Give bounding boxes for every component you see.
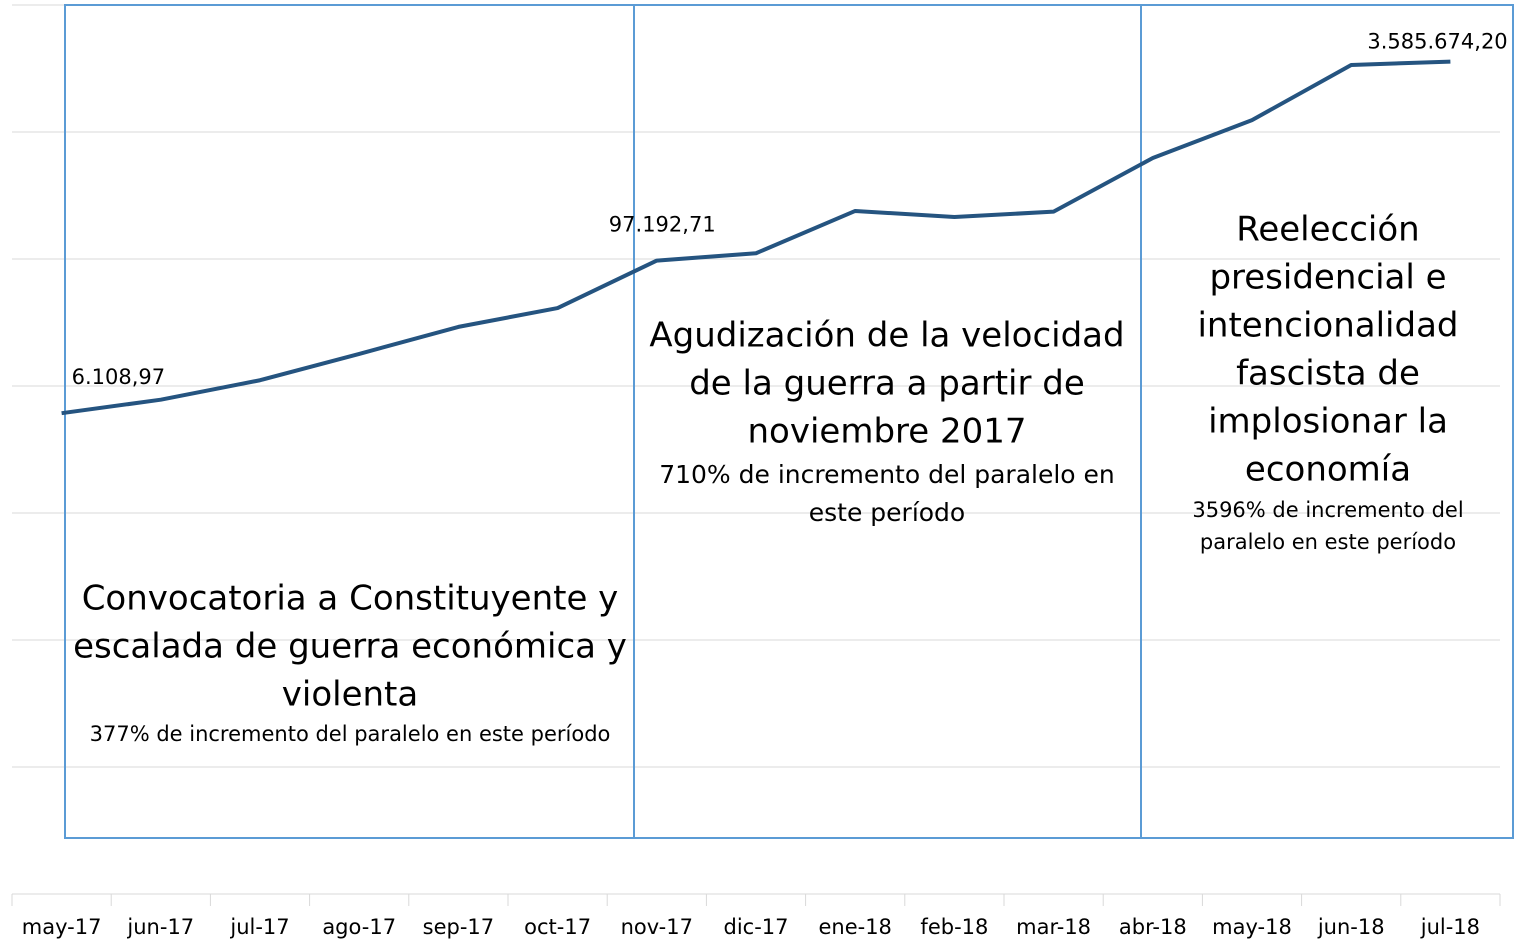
annotation-title: escalada de guerra económica y [73, 627, 627, 667]
annotation-note: este período [809, 498, 965, 527]
x-tick-label: nov-17 [621, 915, 693, 939]
annotation-title: intencionalidad [1197, 306, 1458, 346]
x-tick-label: may-17 [22, 915, 102, 939]
annotation-note: 377% de incremento del paralelo en este … [90, 722, 611, 746]
x-tick-label: jun-17 [126, 915, 194, 939]
x-tick-label: jul-18 [1420, 915, 1480, 939]
annotation-title: Convocatoria a Constituyente y [82, 579, 619, 619]
x-tick-label: jun-18 [1317, 915, 1385, 939]
x-tick-label: ago-17 [322, 915, 396, 939]
annotation-note: 3596% de incremento del [1192, 498, 1463, 522]
x-tick-label: jul-17 [229, 915, 289, 939]
x-tick-label: may-18 [1212, 915, 1292, 939]
x-tick-label: sep-17 [423, 915, 495, 939]
annotation-title: presidencial e [1209, 258, 1446, 298]
annotation-title: implosionar la [1208, 402, 1448, 442]
data-label: 3.585.674,20 [1367, 30, 1507, 54]
x-tick-label: feb-18 [920, 915, 988, 939]
plot: may-17 jun-17 jul-17 ago-17 sep-17 oct-17 nov-… [11, 30, 1508, 939]
x-tick-label: abr-18 [1119, 915, 1187, 939]
annotation-note: 710% de incremento del paralelo en [659, 460, 1115, 489]
annotation-title: economía [1245, 450, 1411, 490]
annotation-title: Reelección [1236, 210, 1419, 250]
x-tick-label: oct-17 [524, 915, 591, 939]
annotation-title: Agudización de la velocidad [649, 316, 1124, 356]
x-tick-label: mar-18 [1016, 915, 1091, 939]
annotation-note: paralelo en este período [1200, 530, 1456, 554]
annotation-title: de la guerra a partir de [689, 364, 1085, 404]
data-line [61, 59, 1451, 416]
grid [12, 4, 1500, 895]
annotation-title: fascista de [1236, 354, 1420, 394]
data-label: 97.192,71 [609, 213, 716, 237]
x-tick-label: ene-18 [818, 915, 891, 939]
period-box [1140, 4, 1514, 839]
annotation-title: violenta [282, 675, 418, 715]
x-tick-label: dic-17 [723, 915, 788, 939]
data-label: 6.108,97 [72, 365, 166, 389]
annotation-title: noviembre 2017 [747, 412, 1026, 452]
